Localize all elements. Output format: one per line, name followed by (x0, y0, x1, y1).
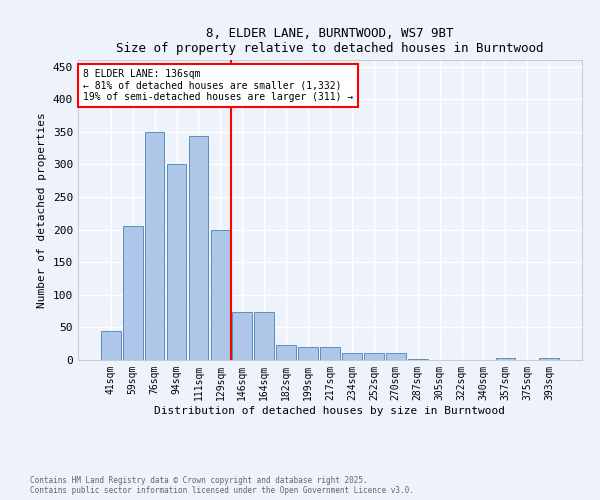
Bar (211, 230, 230, 360)
Text: Contains HM Land Registry data © Crown copyright and database right 2025.
Contai: Contains HM Land Registry data © Crown c… (30, 476, 414, 495)
Bar (342, 354, 362, 360)
Bar (496, 358, 515, 360)
Bar (145, 132, 164, 360)
Text: 8 ELDER LANE: 136sqm
← 81% of detached houses are smaller (1,332)
19% of semi-de: 8 ELDER LANE: 136sqm ← 81% of detached h… (83, 69, 353, 102)
Bar (320, 347, 340, 360)
Bar (167, 164, 187, 360)
Bar (101, 330, 121, 360)
Bar (298, 347, 318, 360)
Title: 8, ELDER LANE, BURNTWOOD, WS7 9BT
Size of property relative to detached houses i: 8, ELDER LANE, BURNTWOOD, WS7 9BT Size o… (116, 26, 544, 54)
Bar (539, 358, 559, 360)
Bar (364, 354, 384, 360)
Bar (386, 354, 406, 360)
Bar (188, 136, 208, 360)
Bar (276, 345, 296, 360)
Bar (254, 312, 274, 360)
X-axis label: Distribution of detached houses by size in Burntwood: Distribution of detached houses by size … (155, 406, 505, 415)
Bar (408, 358, 428, 360)
Bar (232, 312, 252, 360)
Y-axis label: Number of detached properties: Number of detached properties (37, 112, 47, 308)
Bar (123, 226, 143, 360)
